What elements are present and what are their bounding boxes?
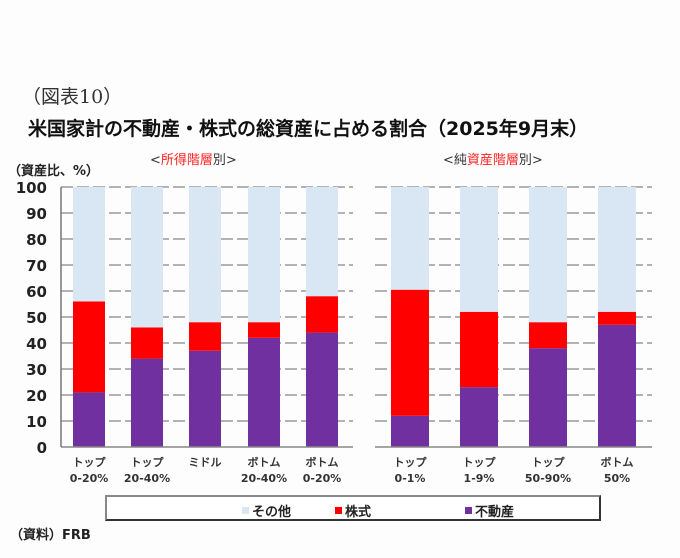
bar-segment-0-3-0 [248, 337, 280, 447]
y-tick-label-20: 20 [26, 387, 47, 405]
bar-segment-1-2-0 [529, 348, 567, 447]
x-tick-label-0-3-b: 20-40% [241, 472, 287, 485]
bar-segment-0-4-0 [306, 332, 338, 447]
x-tick-label-0-4-a: ボトム [306, 455, 339, 469]
left-subtitle-prefix: < [150, 153, 161, 168]
legend-label-real-estate: 不動産 [475, 505, 515, 520]
legend-swatch-real-estate [465, 507, 472, 514]
bar-segment-0-2-1 [189, 322, 221, 351]
left-subtitle-suffix: 別> [212, 153, 237, 168]
bar-segment-0-0-0 [73, 392, 105, 447]
y-tick-label-90: 90 [26, 205, 47, 223]
x-tick-label-1-3-b: 50% [604, 472, 630, 485]
x-tick-label-0-0-b: 0-20% [70, 472, 109, 485]
x-tick-label-0-4-b: 0-20% [303, 472, 342, 485]
bar-segment-1-2-1 [529, 322, 567, 349]
right-subtitle-prefix: <純 [443, 153, 467, 168]
legend-label-other: その他 [252, 505, 292, 520]
x-tick-label-1-3-a: ボトム [601, 455, 634, 469]
bar-segment-1-1-1 [460, 311, 498, 388]
bar-segment-0-0-1 [73, 301, 105, 393]
bar-segment-0-2-0 [189, 350, 221, 447]
x-tick-label-1-2-b: 50-90% [525, 472, 571, 485]
legend: その他 株式 不動産 [105, 495, 601, 521]
y-tick-label-100: 100 [16, 179, 47, 197]
bar-segment-1-3-2 [598, 187, 636, 312]
bar-segment-1-0-2 [391, 187, 429, 290]
y-tick-label-80: 80 [26, 231, 47, 249]
y-tick-label-10: 10 [26, 413, 47, 431]
bar-segment-0-2-2 [189, 187, 221, 323]
bar-segment-1-2-2 [529, 187, 567, 323]
chart-title: 米国家計の不動産・株式の総資産に占める割合（2025年9月末） [28, 118, 589, 140]
bar-segment-0-1-2 [131, 187, 163, 328]
x-tick-label-0-1-b: 20-40% [124, 472, 170, 485]
legend-swatch-stocks [335, 507, 342, 514]
x-tick-label-1-2-a: トップ [532, 455, 566, 469]
bar-segment-0-4-2 [306, 187, 338, 297]
y-tick-label-0: 0 [37, 439, 47, 457]
x-tick-label-0-2-a: ミドル [189, 456, 222, 469]
left-subtitle-highlight: 所得階層 [160, 153, 213, 168]
legend-swatch-other [242, 507, 249, 514]
x-tick-label-1-0-b: 0-1% [395, 472, 426, 485]
bar-segment-1-0-0 [391, 415, 429, 447]
right-subtitle-suffix: 別> [518, 153, 543, 168]
bar-segment-1-1-2 [460, 187, 498, 312]
bar-segment-1-1-0 [460, 387, 498, 447]
left-subtitle: <所得階層別> [150, 149, 237, 168]
legend-item-stocks: 株式 [335, 501, 371, 520]
legend-label-stocks: 株式 [345, 505, 372, 520]
y-tick-label-50: 50 [26, 309, 47, 327]
x-tick-label-1-1-b: 1-9% [464, 472, 495, 485]
bar-segment-0-1-0 [131, 358, 163, 447]
y-tick-label-60: 60 [26, 283, 47, 301]
bar-segment-1-3-1 [598, 311, 636, 325]
x-tick-label-0-0-a: トップ [73, 455, 107, 469]
x-tick-label-0-1-a: トップ [131, 455, 165, 469]
legend-item-other: その他 [242, 501, 291, 520]
bar-segment-0-3-1 [248, 322, 280, 338]
figure-label: （図表10） [22, 86, 123, 108]
bar-segment-0-0-2 [73, 187, 105, 302]
bar-segment-0-4-1 [306, 296, 338, 333]
bar-segment-0-3-2 [248, 187, 280, 323]
right-subtitle: <純資産階層別> [443, 149, 543, 168]
x-tick-label-0-3-a: ボトム [248, 455, 281, 469]
x-tick-label-1-0-a: トップ [394, 455, 428, 469]
x-tick-label-1-1-a: トップ [463, 455, 497, 469]
y-tick-label-40: 40 [26, 335, 47, 353]
y-tick-label-70: 70 [26, 257, 47, 275]
y-tick-label-30: 30 [26, 361, 47, 379]
bar-segment-1-0-1 [391, 289, 429, 416]
bar-segment-0-1-1 [131, 327, 163, 359]
legend-item-real-estate: 不動産 [465, 501, 514, 520]
right-subtitle-highlight: 資産階層 [466, 153, 519, 168]
source-note: （資料）FRB [10, 528, 91, 543]
y-axis-label: （資産比、%） [8, 164, 100, 179]
bar-segment-1-3-0 [598, 324, 636, 447]
